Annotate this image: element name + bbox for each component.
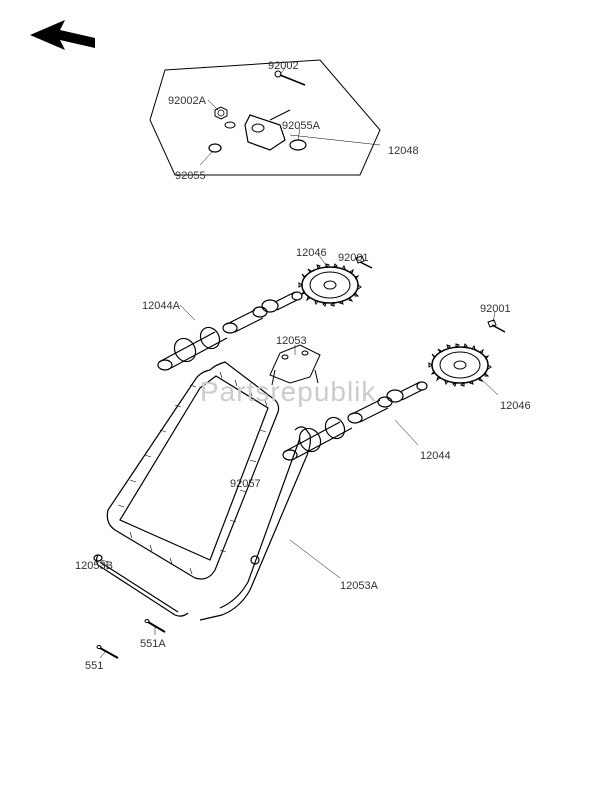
label-12053: 12053 xyxy=(276,335,307,347)
label-551: 551 xyxy=(85,660,103,672)
parts-diagram: Partsrepublik 92002 92002A 92055 92055A … xyxy=(0,0,600,785)
label-12046b: 12046 xyxy=(500,400,531,412)
label-92002: 92002 xyxy=(268,60,299,72)
label-12044A: 12044A xyxy=(142,300,180,312)
label-12044: 12044 xyxy=(420,450,451,462)
label-92002A: 92002A xyxy=(168,95,206,107)
label-92055: 92055 xyxy=(175,170,206,182)
label-12053B: 12053B xyxy=(75,560,113,572)
label-12053A: 12053A xyxy=(340,580,378,592)
label-12048: 12048 xyxy=(388,145,419,157)
label-92001: 92001 xyxy=(338,252,369,264)
label-92001b: 92001 xyxy=(480,303,511,315)
label-92057: 92057 xyxy=(230,478,261,490)
label-92055A: 92055A xyxy=(282,120,320,132)
label-551A: 551A xyxy=(140,638,166,650)
label-12046: 12046 xyxy=(296,247,327,259)
